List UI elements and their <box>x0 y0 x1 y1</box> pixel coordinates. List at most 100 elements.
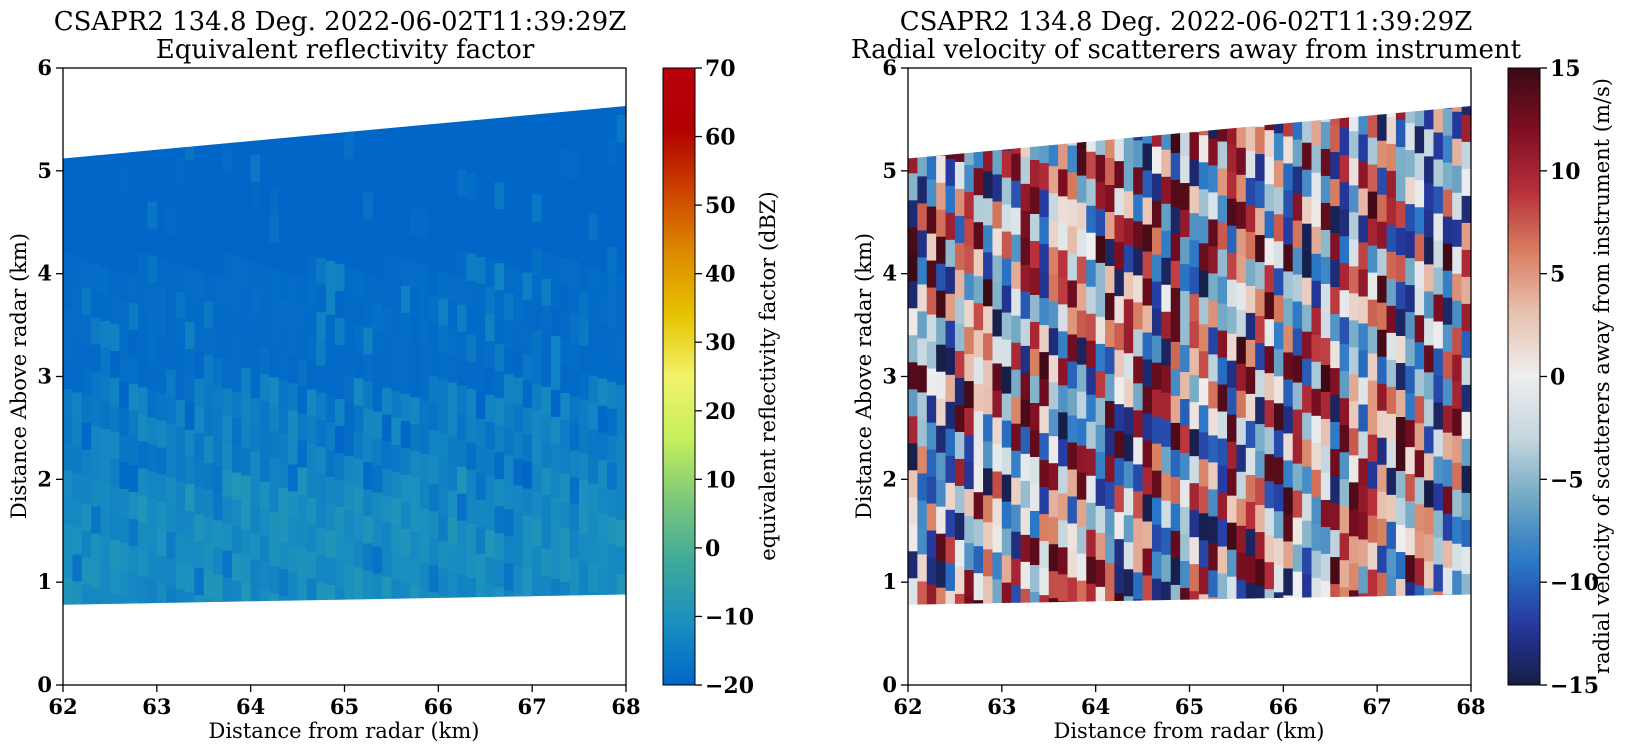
reflectivity-cell <box>222 171 233 200</box>
reflectivity-cell <box>316 230 327 258</box>
velocity-cell <box>1405 527 1416 556</box>
reflectivity-cell <box>175 453 186 481</box>
velocity-cell <box>1048 435 1059 464</box>
velocity-cell <box>973 140 984 169</box>
velocity-cell <box>1442 189 1453 217</box>
velocity-cell <box>1058 492 1069 521</box>
reflectivity-cell <box>410 126 421 155</box>
velocity-cell <box>1011 153 1022 181</box>
reflectivity-cell <box>335 317 346 346</box>
reflectivity-cell <box>335 236 346 265</box>
velocity-cell <box>1320 337 1331 365</box>
reflectivity-cell <box>569 314 580 343</box>
velocity-cell <box>1086 475 1097 503</box>
velocity-cell <box>1414 179 1425 208</box>
velocity-cell <box>945 536 956 564</box>
velocity-cell <box>1095 262 1106 290</box>
velocity-cell <box>1029 591 1040 605</box>
velocity-cell <box>1095 370 1106 398</box>
velocity-cell <box>954 377 965 405</box>
velocity-cell <box>1273 402 1284 431</box>
velocity-cell <box>1161 554 1172 582</box>
velocity-cell <box>1339 532 1350 561</box>
reflectivity-cell <box>550 416 561 444</box>
reflectivity-cell <box>550 227 561 255</box>
reflectivity-cell <box>250 478 261 506</box>
velocity-cell <box>1020 237 1031 265</box>
velocity-cell <box>1217 140 1228 169</box>
velocity-cell <box>1151 389 1162 417</box>
velocity-cell <box>1029 186 1040 214</box>
reflectivity-cell <box>269 295 280 324</box>
velocity-cell <box>1133 598 1144 605</box>
velocity-cell <box>1442 270 1453 298</box>
reflectivity-cell <box>504 427 514 456</box>
reflectivity-cell <box>607 138 618 166</box>
reflectivity-cell <box>316 392 327 420</box>
velocity-cell <box>1339 424 1350 453</box>
reflectivity-cell <box>588 509 599 538</box>
reflectivity-cell <box>550 281 561 309</box>
reflectivity-cell <box>335 106 346 130</box>
reflectivity-cell <box>72 148 83 177</box>
velocity-cell <box>1217 464 1228 493</box>
velocity-cell <box>1086 340 1097 368</box>
reflectivity-cell <box>550 362 561 390</box>
reflectivity-cell <box>457 547 468 575</box>
velocity-cell <box>1264 426 1275 455</box>
velocity-cell <box>908 118 918 147</box>
velocity-cell <box>1020 183 1031 211</box>
velocity-cell <box>1433 78 1443 106</box>
velocity-cell <box>936 182 947 210</box>
velocity-cell <box>1273 429 1284 458</box>
velocity-cell <box>1442 378 1453 406</box>
reflectivity-cell <box>194 567 205 596</box>
reflectivity-cell <box>250 262 261 290</box>
reflectivity-cell <box>297 115 308 144</box>
velocity-cell <box>1245 285 1256 313</box>
reflectivity-cell <box>447 489 458 518</box>
reflectivity-cell <box>213 519 224 548</box>
velocity-cell <box>1245 177 1256 205</box>
velocity-cell <box>1236 255 1247 283</box>
velocity-cell <box>1039 378 1050 407</box>
reflectivity-cell <box>447 138 458 167</box>
reflectivity-cell <box>457 412 468 440</box>
reflectivity-cell <box>81 475 92 504</box>
velocity-cell <box>1123 406 1134 435</box>
velocity-cell <box>926 529 937 558</box>
y-tick-label: 0 <box>882 672 897 697</box>
velocity-cell <box>1198 539 1209 568</box>
reflectivity-cell <box>166 477 177 505</box>
velocity-cell <box>926 259 937 288</box>
reflectivity-cell <box>607 570 618 598</box>
velocity-cell <box>992 524 1003 553</box>
velocity-cell <box>1151 308 1162 336</box>
reflectivity-cell <box>532 410 543 438</box>
reflectivity-cell <box>203 111 214 140</box>
reflectivity-cell <box>260 562 271 591</box>
reflectivity-cell <box>278 460 289 489</box>
reflectivity-cell <box>260 589 271 605</box>
reflectivity-cell <box>363 245 374 274</box>
reflectivity-cell <box>241 475 252 503</box>
reflectivity-cell <box>466 442 477 470</box>
velocity-cell <box>1349 184 1359 213</box>
reflectivity-cell <box>147 335 158 364</box>
reflectivity-cell <box>100 455 111 483</box>
reflectivity-cell <box>494 397 505 426</box>
velocity-cell <box>1395 443 1406 471</box>
velocity-cell <box>1292 543 1303 572</box>
velocity-cell <box>1358 160 1369 189</box>
velocity-cell <box>1433 482 1444 511</box>
velocity-cell <box>1255 261 1266 290</box>
velocity-cell <box>1386 278 1397 306</box>
velocity-cell <box>908 199 918 228</box>
reflectivity-cell <box>616 195 626 223</box>
reflectivity-cell <box>532 248 543 276</box>
reflectivity-cell <box>119 326 130 355</box>
velocity-cell <box>1151 200 1162 228</box>
reflectivity-cell <box>597 216 608 244</box>
reflectivity-cell <box>194 243 205 272</box>
velocity-cell <box>936 425 947 453</box>
